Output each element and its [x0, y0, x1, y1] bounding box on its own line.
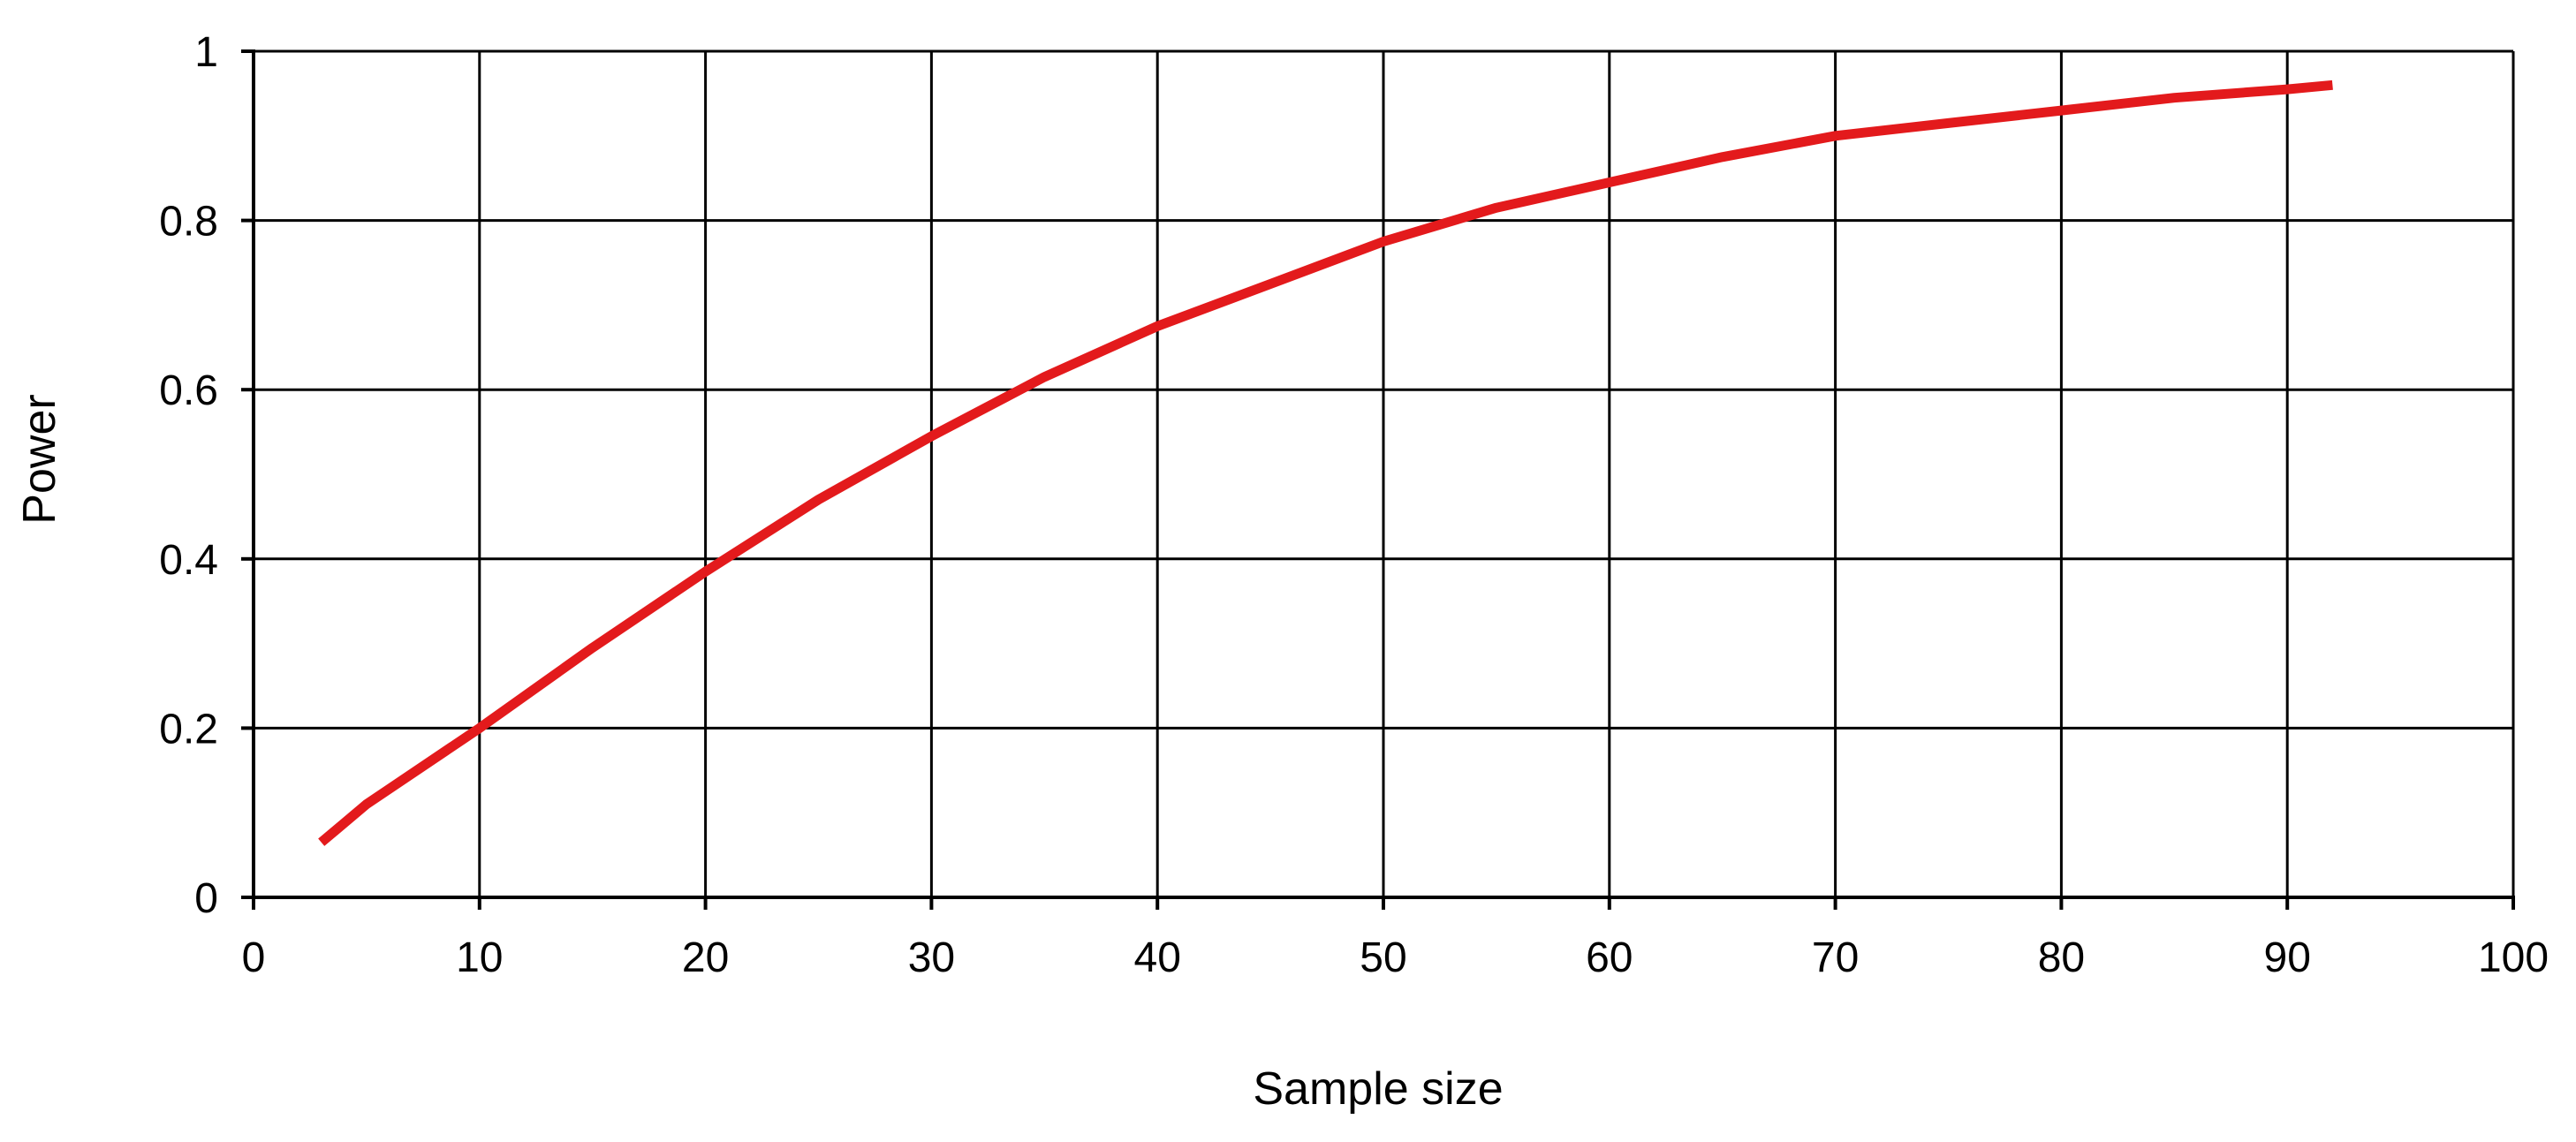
- axes: [241, 49, 2515, 910]
- y-tick-label: 1: [194, 29, 218, 76]
- x-tick-label: 60: [1586, 934, 1633, 981]
- grid-lines: [254, 49, 2515, 897]
- power-curve-line: [318, 79, 2333, 846]
- x-tick-label: 40: [1134, 934, 1181, 981]
- y-tick-label: 0: [194, 875, 218, 922]
- x-tick-label: 0: [242, 934, 266, 981]
- x-tick-label: 20: [682, 934, 729, 981]
- x-tick-label: 80: [2038, 934, 2085, 981]
- series-group: [318, 79, 2333, 846]
- x-tick-label: 50: [1360, 934, 1406, 981]
- y-tick-label: 0.4: [159, 537, 218, 584]
- x-tick-label: 10: [456, 934, 503, 981]
- y-tick-label: 0.2: [159, 706, 218, 753]
- y-tick-labels: 0 0.2 0.4 0.6 0.8 1: [159, 29, 218, 922]
- x-tick-label: 100: [2478, 934, 2549, 981]
- x-axis-label: Sample size: [1253, 1063, 1503, 1115]
- x-tick-label: 70: [1812, 934, 1859, 981]
- y-axis-label: Power: [14, 394, 65, 524]
- x-tick-label: 90: [2264, 934, 2311, 981]
- y-tick-label: 0.6: [159, 367, 218, 414]
- x-tick-labels: 0 10 20 30 40 50 60 70 80 90 100: [242, 934, 2549, 981]
- x-tick-label: 30: [908, 934, 955, 981]
- y-tick-label: 0.8: [159, 199, 218, 246]
